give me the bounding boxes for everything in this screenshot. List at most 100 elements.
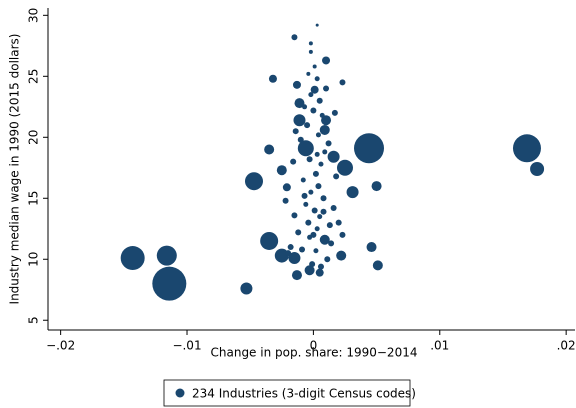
bubble xyxy=(339,231,346,238)
x-tick-label: −.02 xyxy=(46,339,75,353)
bubble xyxy=(330,205,337,212)
bubble xyxy=(324,256,331,263)
bubble xyxy=(315,23,319,27)
bubble xyxy=(288,252,301,265)
bubble xyxy=(268,74,277,83)
bubble xyxy=(327,150,340,163)
bubble xyxy=(302,104,308,110)
bubble xyxy=(240,282,253,295)
bubble xyxy=(311,207,318,214)
bubble xyxy=(322,149,328,155)
bubble xyxy=(318,161,324,167)
bubble xyxy=(312,64,317,69)
bubble xyxy=(339,79,346,86)
bubble xyxy=(291,34,298,41)
y-tick-label: 15 xyxy=(27,191,41,206)
legend-box xyxy=(163,379,411,407)
y-tick-label: 20 xyxy=(27,130,41,145)
bubble xyxy=(319,234,330,245)
bubble xyxy=(315,132,321,138)
x-tick-label: .01 xyxy=(430,339,449,353)
bubble xyxy=(244,172,263,191)
bubble xyxy=(310,85,319,94)
x-tick-label: −.01 xyxy=(172,339,201,353)
y-tick-label: 30 xyxy=(27,8,41,23)
bubble xyxy=(292,128,299,135)
bubble xyxy=(319,112,325,118)
x-tick-label: 0 xyxy=(310,339,318,353)
bubble xyxy=(322,56,331,65)
bubble xyxy=(293,114,306,127)
legend-marker xyxy=(175,388,185,398)
bubble xyxy=(282,197,289,204)
bubble xyxy=(333,173,340,180)
bubble xyxy=(312,170,319,177)
bubble xyxy=(301,192,308,199)
bubble xyxy=(309,261,316,268)
bubble xyxy=(354,133,385,164)
x-axis-label: Change in pop. share: 1990−2014 xyxy=(211,346,418,360)
x-tick-label: .02 xyxy=(557,339,576,353)
bubble xyxy=(321,115,332,126)
bubble xyxy=(314,226,320,232)
bubble xyxy=(306,156,313,163)
bubble xyxy=(371,181,382,192)
bubble xyxy=(291,212,298,219)
bubble xyxy=(328,240,335,247)
bubble xyxy=(336,250,347,261)
bubble xyxy=(317,214,323,220)
bubble xyxy=(323,85,330,92)
bubble xyxy=(285,250,292,257)
bubble xyxy=(317,263,324,270)
bubble xyxy=(308,92,314,98)
y-tick-label: 5 xyxy=(27,316,41,324)
bubble xyxy=(305,219,312,226)
y-tick-label: 10 xyxy=(27,252,41,267)
bubble xyxy=(530,162,545,176)
bubble xyxy=(156,245,177,266)
bubble xyxy=(304,122,311,129)
bubble xyxy=(291,270,302,281)
bubble xyxy=(292,80,301,89)
bubble xyxy=(294,98,305,109)
bubble xyxy=(336,159,353,176)
bubble xyxy=(287,244,294,251)
bubble xyxy=(299,246,306,253)
y-tick-label: 25 xyxy=(27,69,41,84)
bubble xyxy=(331,109,338,116)
bubble xyxy=(274,248,289,263)
bubble xyxy=(297,136,304,143)
bubble xyxy=(320,208,327,215)
bubble xyxy=(366,242,377,253)
bubble xyxy=(314,151,320,157)
bubble xyxy=(372,260,383,271)
bubble xyxy=(319,124,330,135)
bubble xyxy=(300,177,306,183)
bubble xyxy=(315,183,322,190)
bubble xyxy=(326,222,333,229)
bubble xyxy=(297,140,314,157)
bubble xyxy=(264,144,275,155)
bubble xyxy=(295,229,302,236)
bubble xyxy=(314,76,320,82)
bubble xyxy=(304,265,315,276)
bubble xyxy=(308,41,313,46)
bubble xyxy=(308,189,314,195)
bubble xyxy=(316,97,323,104)
bubble xyxy=(307,234,313,240)
bubble xyxy=(315,268,324,277)
bubble xyxy=(310,107,317,114)
bubble xyxy=(282,183,291,192)
bubble xyxy=(120,246,145,271)
bubble xyxy=(152,266,187,301)
bubble xyxy=(308,49,313,54)
y-axis-label: Industry median wage in 1990 (2015 dolla… xyxy=(8,34,22,305)
bubble xyxy=(325,140,332,147)
bubble xyxy=(260,231,279,250)
bubble xyxy=(303,201,309,207)
bubble xyxy=(512,134,541,163)
bubble xyxy=(306,71,311,76)
legend-label: 234 Industries (3-digit Census codes) xyxy=(192,387,416,401)
